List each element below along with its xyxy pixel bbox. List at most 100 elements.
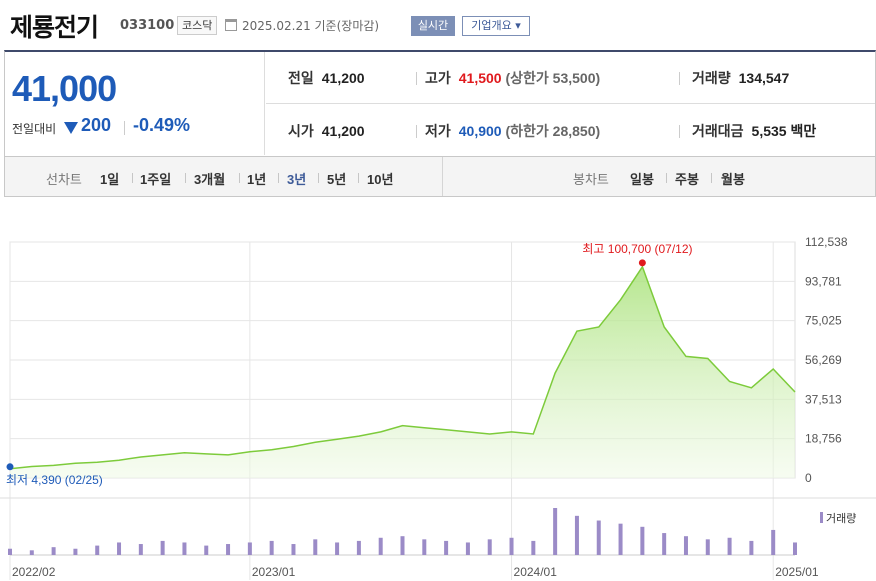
max-annotation: 최고 100,700 (07/12) bbox=[582, 242, 692, 256]
y-tick-label: 37,513 bbox=[805, 392, 842, 406]
volume-bar bbox=[793, 542, 797, 555]
company-overview-button[interactable]: 기업개요 ▾ bbox=[462, 16, 530, 36]
volume-bar bbox=[531, 540, 536, 555]
divider bbox=[442, 157, 443, 196]
period-1w[interactable]: 1주일 bbox=[140, 172, 172, 187]
divider bbox=[132, 173, 133, 183]
price-summary: 41,000 전일대비 200 -0.49% 전일 41,200 고가 41,500… bbox=[4, 50, 876, 157]
volume-bar bbox=[771, 529, 776, 555]
low-label: 저가 bbox=[425, 123, 451, 139]
period-1d[interactable]: 1일 bbox=[100, 172, 120, 187]
divider bbox=[416, 125, 417, 138]
divider bbox=[666, 173, 667, 183]
y-tick-label: 112,538 bbox=[805, 235, 848, 249]
divider bbox=[124, 121, 125, 135]
divider bbox=[358, 173, 359, 183]
stock-header: 제룡전기 033100 코스닥 2025.02.21 기준(장마감) 실시간 기… bbox=[0, 0, 876, 50]
period-3y[interactable]: 3년 bbox=[287, 172, 307, 187]
prev-close-label: 전일 bbox=[288, 70, 314, 86]
current-price: 41,000 bbox=[12, 68, 117, 109]
y-tick-label: 56,269 bbox=[805, 353, 842, 367]
amount-unit: 백만 bbox=[790, 123, 817, 139]
price-chart[interactable]: 112,538 93,781 75,025 56,269 37,513 18,756 0 20… bbox=[0, 230, 876, 581]
volume-value: 134,547 bbox=[738, 70, 790, 86]
candle-daily[interactable]: 일봉 bbox=[630, 172, 654, 187]
price-chart-svg: 112,538 93,781 75,025 56,269 37,513 18,756 0 20… bbox=[0, 235, 876, 580]
divider bbox=[185, 173, 186, 183]
amount-stat: 거래대금 5,535 백만 bbox=[692, 121, 816, 141]
volume-bar bbox=[727, 537, 732, 555]
divider bbox=[416, 72, 417, 85]
volume-bar bbox=[204, 545, 209, 555]
x-tick-label: 2025/01 bbox=[775, 565, 819, 579]
y-tick-label: 18,756 bbox=[805, 432, 842, 446]
prev-close-value: 41,200 bbox=[321, 70, 365, 86]
volume-bar bbox=[335, 542, 340, 555]
divider bbox=[318, 173, 319, 183]
amount-label: 거래대금 bbox=[692, 123, 744, 139]
period-1y[interactable]: 1년 bbox=[247, 172, 267, 187]
volume-bar bbox=[291, 544, 296, 555]
volume-bar bbox=[269, 540, 274, 555]
volume-stat: 거래량 134,547 bbox=[692, 68, 789, 88]
company-name: 제룡전기 bbox=[10, 13, 99, 42]
volume-bar bbox=[705, 539, 710, 555]
volume-bar bbox=[596, 520, 601, 555]
base-date: 2025.02.21 기준(장마감) bbox=[242, 19, 380, 33]
candle-monthly[interactable]: 월봉 bbox=[721, 172, 745, 187]
high-value: 41,500 bbox=[458, 70, 502, 86]
volume-bar bbox=[640, 526, 645, 555]
volume-bar bbox=[73, 548, 78, 555]
calendar-icon bbox=[225, 19, 237, 31]
line-chart-label: 선차트 bbox=[46, 172, 82, 187]
volume-bar bbox=[553, 508, 558, 555]
divider bbox=[278, 173, 279, 183]
realtime-button[interactable]: 실시간 bbox=[411, 16, 455, 36]
volume-label: 거래량 bbox=[692, 70, 731, 86]
low-stat: 저가 40,900 (하한가 28,850) bbox=[425, 121, 600, 141]
x-tick-label: 2023/01 bbox=[252, 565, 296, 579]
y-tick-label: 75,025 bbox=[805, 314, 842, 328]
market-badge: 코스닥 bbox=[177, 16, 218, 35]
period-10y[interactable]: 10년 bbox=[367, 172, 394, 187]
open-value: 41,200 bbox=[321, 123, 365, 139]
volume-bar bbox=[95, 545, 100, 555]
volume-bar bbox=[29, 550, 34, 555]
period-3m[interactable]: 3개월 bbox=[194, 172, 226, 187]
divider bbox=[711, 173, 712, 183]
x-tick-label: 2022/02 bbox=[12, 565, 56, 579]
volume-bar bbox=[226, 544, 231, 555]
open-label: 시가 bbox=[288, 123, 314, 139]
period-5y[interactable]: 5년 bbox=[327, 172, 347, 187]
upper-limit: (상한가 53,500) bbox=[505, 70, 601, 86]
volume-bar bbox=[618, 523, 623, 555]
change-label: 전일대비 bbox=[12, 122, 57, 136]
volume-bar bbox=[400, 536, 405, 555]
high-stat: 고가 41,500 (상한가 53,500) bbox=[425, 68, 600, 88]
divider bbox=[679, 125, 680, 138]
volume-bar bbox=[422, 539, 427, 555]
period-selector: 선차트 1일 1주일 3개월 1년 3년 5년 10년 봉차트 일봉 주봉 월봉 bbox=[4, 157, 876, 197]
volume-bar bbox=[378, 537, 383, 555]
down-arrow-icon bbox=[64, 122, 78, 134]
volume-bar bbox=[182, 542, 187, 555]
volume-bar bbox=[574, 515, 579, 555]
volume-bar bbox=[662, 533, 667, 555]
volume-bar bbox=[138, 544, 143, 555]
volume-legend-swatch bbox=[820, 512, 823, 523]
stock-code: 033100 bbox=[120, 18, 175, 33]
max-marker bbox=[638, 259, 646, 267]
lower-limit: (하한가 28,850) bbox=[505, 123, 601, 139]
min-marker bbox=[6, 463, 14, 471]
y-tick-label: 0 bbox=[805, 471, 812, 485]
row-divider bbox=[266, 103, 875, 104]
volume-bar bbox=[465, 542, 470, 555]
volume-legend: 거래량 bbox=[826, 512, 856, 525]
high-label: 고가 bbox=[425, 70, 451, 86]
min-annotation: 최저 4,390 (02/25) bbox=[6, 473, 103, 487]
volume-bar bbox=[444, 540, 449, 555]
volume-bar bbox=[509, 537, 514, 555]
candle-weekly[interactable]: 주봉 bbox=[675, 172, 699, 187]
volume-bar bbox=[117, 542, 122, 555]
price-area bbox=[10, 266, 795, 478]
